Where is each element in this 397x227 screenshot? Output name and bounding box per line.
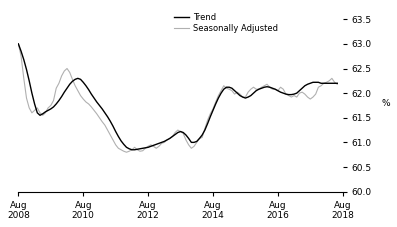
Legend: Trend, Seasonally Adjusted: Trend, Seasonally Adjusted bbox=[173, 11, 280, 35]
Y-axis label: %: % bbox=[382, 99, 390, 108]
